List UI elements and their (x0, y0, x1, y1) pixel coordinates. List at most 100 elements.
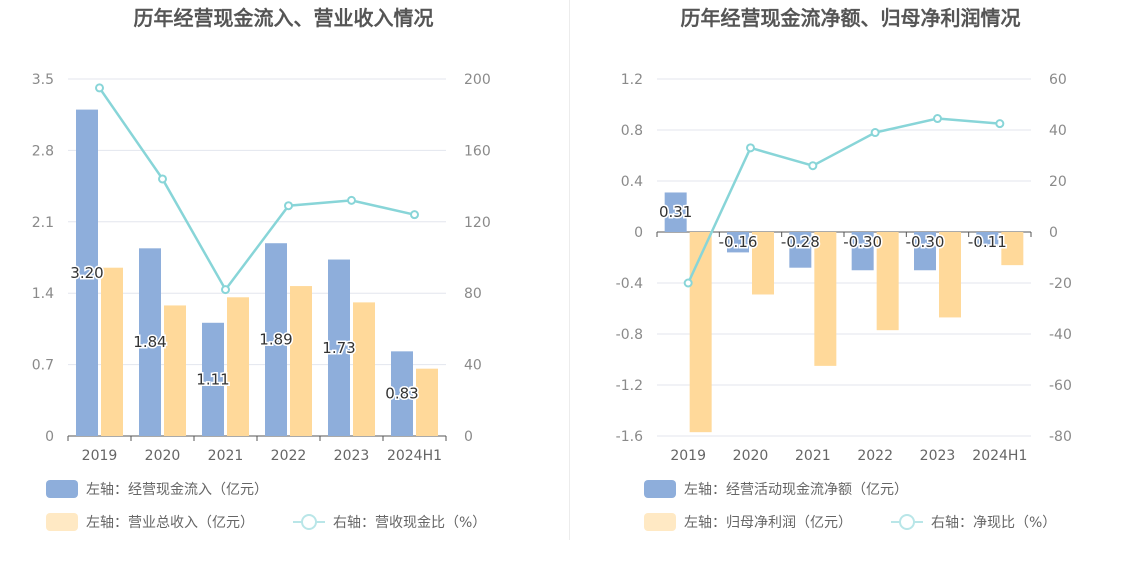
bar (139, 248, 161, 436)
bar-data-label: -0.28 (781, 233, 820, 251)
line-point (158, 174, 167, 184)
legend-item-net-profit[interactable]: 左轴：归母净利润（亿元） (644, 511, 852, 533)
legend-line-marker-icon (293, 513, 325, 531)
y-right-tick-label: 120 (464, 215, 491, 231)
bar (76, 109, 98, 436)
line-point (933, 114, 942, 124)
legend-item-total-revenue[interactable]: 左轴：营业总收入（亿元） (46, 511, 254, 533)
chart-title: 历年经营现金流入、营业收入情况 (133, 6, 434, 30)
bar-data-label: -0.11 (968, 233, 1007, 251)
bar (851, 232, 874, 271)
line-point (683, 278, 693, 288)
y-left-tick-label: 2.1 (32, 215, 54, 231)
bar (939, 232, 961, 318)
legend-label: 左轴：经营现金流入（亿元） (86, 482, 268, 498)
y-left-tick-label: -1.2 (616, 378, 643, 394)
y-left-tick-label: -0.8 (616, 327, 643, 343)
y-right-tick-label: -20 (1049, 276, 1072, 292)
bar-data-label: -0.16 (719, 233, 758, 251)
bar (689, 232, 712, 433)
y-right-tick-label: 200 (464, 72, 491, 88)
bar (876, 232, 899, 331)
bar (265, 243, 287, 436)
line-point (284, 201, 293, 211)
y-right-tick-label: 0 (464, 429, 473, 445)
legend-swatch-orange (644, 513, 676, 531)
bar (290, 286, 312, 436)
bar-data-label: 1.84 (133, 333, 166, 351)
line-point (808, 161, 818, 171)
y-left-tick-label: 3.5 (32, 72, 54, 88)
bar (416, 368, 438, 436)
bar-data-label: 3.20 (70, 264, 103, 282)
x-tick-label: 2019 (82, 448, 118, 464)
y-left-tick-label: 2.8 (32, 143, 54, 159)
y-left-tick-label: 0 (634, 225, 643, 241)
y-right-tick-label: 20 (1049, 174, 1067, 190)
legend-item-revenue-cash-ratio[interactable]: 右轴：营收现金比（%） (293, 511, 486, 533)
ratio-line (98, 87, 415, 292)
ratio-line (687, 117, 1000, 284)
bar (1001, 232, 1024, 266)
legend-item-cash-inflow[interactable]: 左轴：经营现金流入（亿元） (46, 478, 268, 500)
legend-label: 左轴：经营活动现金流净额（亿元） (684, 482, 908, 498)
bar (814, 232, 837, 366)
x-tick-label: 2020 (145, 448, 181, 464)
x-tick-label: 2023 (334, 448, 370, 464)
y-right-tick-label: -40 (1049, 327, 1072, 343)
y-left-tick-label: 0.7 (32, 358, 54, 374)
y-left-tick-label: 1.2 (621, 72, 643, 88)
bar-data-label: 0.83 (385, 385, 418, 403)
bar (164, 305, 186, 436)
bar (227, 297, 249, 436)
bar (328, 259, 350, 436)
bar (101, 267, 123, 436)
line-point (746, 143, 755, 153)
legend-swatch-orange (46, 513, 78, 531)
bar-data-label: 1.11 (196, 370, 229, 388)
bar-data-label: 1.89 (259, 331, 292, 349)
legend-item-net-cash-ratio[interactable]: 右轴：净现比（%） (891, 511, 1056, 533)
legend-line-marker-icon (891, 513, 923, 531)
chart-panel-net-cashflow-profit: 历年经营现金流净额、归母净利润情况 -1.6 -1.2 -0.8 -0.4 0 0.4 0.… (567, 0, 1134, 582)
bar (752, 232, 774, 295)
x-tick-label: 2022 (271, 448, 307, 464)
bar-data-label: 1.73 (322, 339, 355, 357)
bar (202, 322, 224, 436)
y-right-tick-label: -60 (1049, 378, 1072, 394)
y-left-tick-label: -1.6 (616, 429, 643, 445)
bar (789, 232, 812, 268)
legend-item-net-operating-cashflow[interactable]: 左轴：经营活动现金流净额（亿元） (644, 478, 908, 500)
line-point (95, 83, 104, 93)
line-point (221, 285, 230, 295)
bar-data-label: 0.31 (659, 203, 692, 221)
y-right-tick-label: 40 (1049, 123, 1067, 139)
bar (976, 232, 999, 247)
bar-data-label: -0.30 (906, 233, 945, 251)
x-tick-label: 2019 (670, 448, 706, 464)
y-right-tick-label: 160 (464, 143, 491, 159)
y-right-tick-label: 0 (1049, 225, 1058, 241)
bar (391, 351, 413, 436)
x-tick-label: 2024H1 (387, 448, 442, 464)
y-left-tick-label: 0.8 (621, 123, 643, 139)
x-tick-label: 2023 (920, 448, 956, 464)
legend-label: 右轴：营收现金比（%） (333, 515, 487, 531)
x-tick-label: 2021 (208, 448, 244, 464)
y-right-tick-label: -80 (1049, 429, 1072, 445)
y-right-tick-label: 40 (464, 358, 482, 374)
x-tick-label: 2020 (733, 448, 769, 464)
y-left-tick-label: 0.4 (621, 174, 643, 190)
y-left-tick-label: -0.4 (616, 276, 643, 292)
legend-swatch-blue (46, 480, 78, 498)
bar-data-label: -0.30 (843, 233, 882, 251)
y-right-tick-label: 60 (1049, 72, 1067, 88)
bar (727, 232, 749, 253)
panel-divider (569, 0, 570, 540)
y-right-tick-label: 80 (464, 286, 482, 302)
x-tick-label: 2021 (795, 448, 831, 464)
y-left-tick-label: 0 (45, 429, 54, 445)
legend-label: 左轴：归母净利润（亿元） (684, 515, 852, 531)
legend-swatch-blue (644, 480, 676, 498)
chart-panel-cash-inflow-revenue: 历年经营现金流入、营业收入情况 0 0.7 1.4 2.1 2.8 3.5 0 40 80 120… (32, 6, 491, 533)
